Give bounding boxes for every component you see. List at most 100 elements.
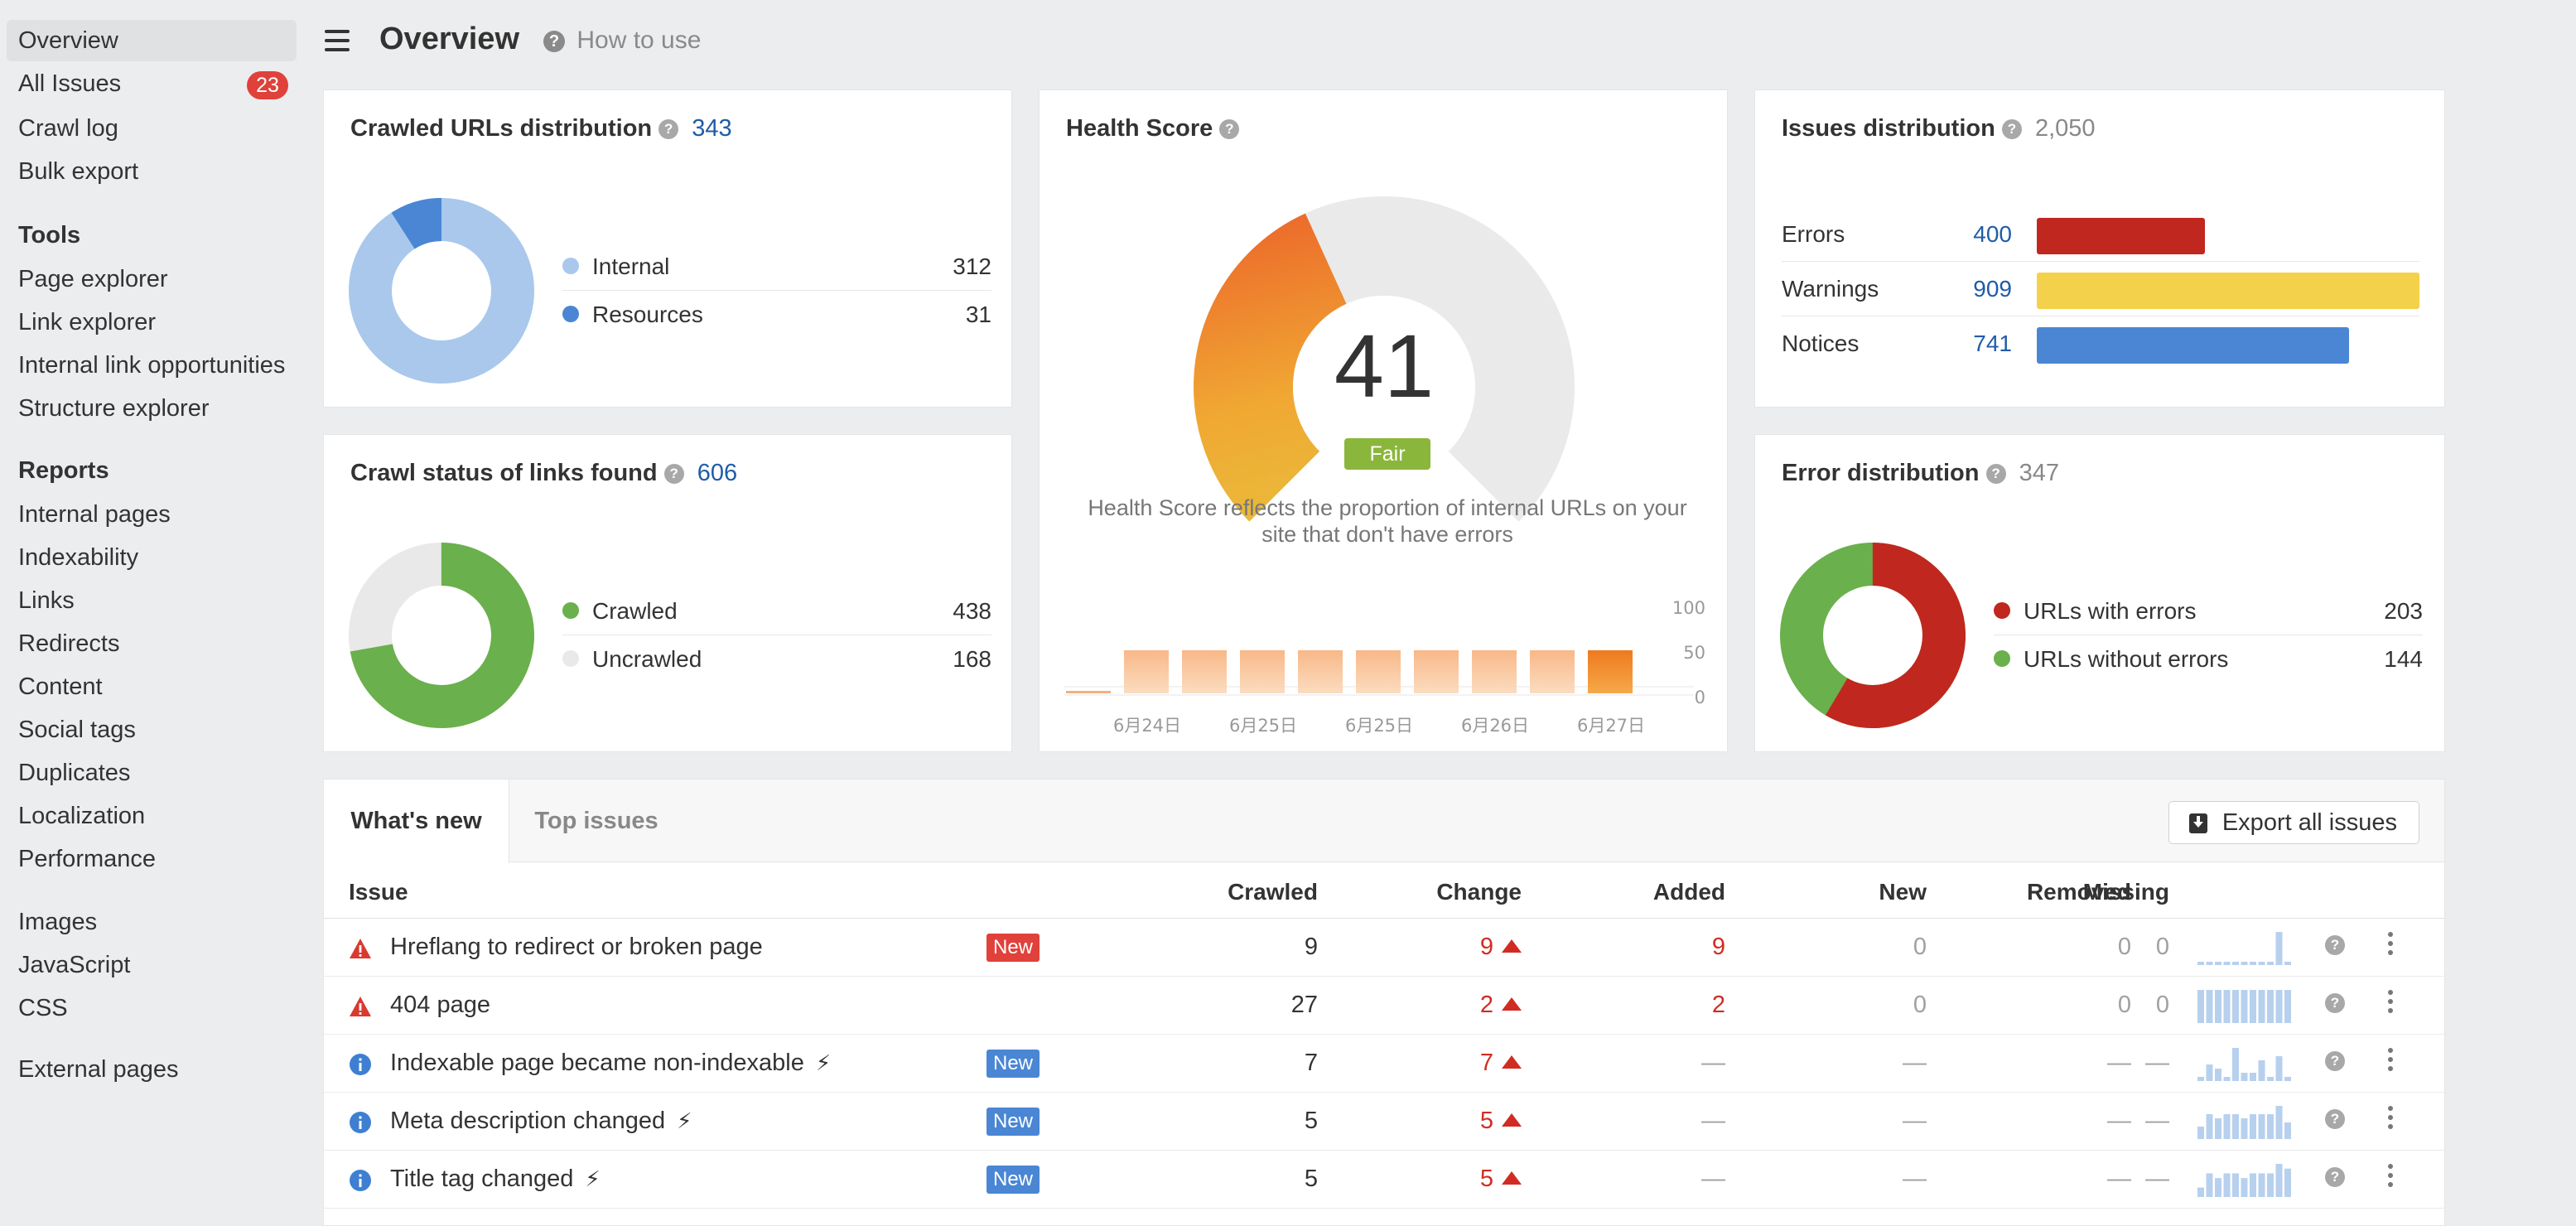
cell-removed[interactable]: — bbox=[2107, 1050, 2131, 1076]
table-row[interactable]: Indexable page became non-indexable ⚡︎ New… bbox=[324, 1035, 2444, 1093]
table-row[interactable]: Title tag changed ⚡︎ New 5 5 — — — —? bbox=[324, 1151, 2444, 1209]
sidebar-item-structure-explorer[interactable]: Structure explorer bbox=[18, 395, 210, 422]
sidebar-item-localization[interactable]: Localization bbox=[18, 803, 146, 829]
issue-type-count[interactable]: 909 bbox=[1973, 276, 2012, 302]
cell-change[interactable]: 2 bbox=[1318, 992, 1522, 1019]
sidebar-item-javascript[interactable]: JavaScript bbox=[18, 952, 131, 978]
legend-item-crawled[interactable]: Crawled 438 bbox=[562, 587, 991, 635]
issue-type-count[interactable]: 741 bbox=[1973, 331, 2012, 356]
cell-new[interactable]: 0 bbox=[1913, 934, 1927, 960]
column-header-issue[interactable]: Issue bbox=[349, 879, 408, 905]
cell-crawled[interactable]: 5 bbox=[1304, 1108, 1318, 1134]
more-options-icon[interactable] bbox=[2386, 1164, 2395, 1192]
issue-name[interactable]: Title tag changed ⚡︎ bbox=[390, 1166, 601, 1192]
sidebar-item-bulk-export[interactable]: Bulk export bbox=[18, 158, 139, 185]
legend-item-resources[interactable]: Resources 31 bbox=[562, 291, 991, 339]
cell-added[interactable]: — bbox=[1701, 1108, 1725, 1134]
sidebar-item-all-issues[interactable]: All Issues 23 bbox=[7, 63, 297, 104]
issue-type-count[interactable]: 400 bbox=[1973, 221, 2012, 247]
sidebar-item-link-explorer[interactable]: Link explorer bbox=[18, 309, 157, 335]
health-score-bar[interactable] bbox=[1356, 650, 1401, 693]
more-options-icon[interactable] bbox=[2386, 990, 2395, 1018]
cell-new[interactable]: — bbox=[1903, 1050, 1927, 1076]
health-score-bar[interactable] bbox=[1472, 650, 1517, 693]
cell-removed[interactable]: — bbox=[2107, 1108, 2131, 1134]
cell-added[interactable]: 9 bbox=[1711, 934, 1725, 960]
cell-change[interactable]: 9 bbox=[1318, 934, 1522, 961]
table-row[interactable]: Meta description changed ⚡︎ New 5 5 — — — —? bbox=[324, 1093, 2444, 1151]
more-options-icon[interactable] bbox=[2386, 1106, 2395, 1134]
cell-removed[interactable]: 0 bbox=[2117, 934, 2131, 960]
cell-missing[interactable]: 0 bbox=[2155, 992, 2169, 1018]
issues-dist-row-notices[interactable]: Notices 741 bbox=[1782, 317, 2419, 372]
health-score-bar[interactable] bbox=[1298, 650, 1343, 693]
sidebar-item-indexability[interactable]: Indexability bbox=[18, 544, 139, 571]
cell-crawled[interactable]: 27 bbox=[1290, 992, 1318, 1018]
more-options-icon[interactable] bbox=[2386, 1048, 2395, 1076]
sidebar-item-css[interactable]: CSS bbox=[18, 995, 68, 1021]
help-icon[interactable]: ? bbox=[2325, 1109, 2345, 1129]
issue-name[interactable]: Hreflang to redirect or broken page bbox=[390, 934, 763, 960]
cell-crawled[interactable]: 5 bbox=[1304, 1166, 1318, 1192]
column-header-new[interactable]: New bbox=[1879, 879, 1927, 905]
column-header-removed[interactable]: Removed bbox=[2026, 879, 2131, 905]
tab-top-issues[interactable]: Top issues bbox=[534, 808, 658, 834]
cell-added[interactable]: — bbox=[1701, 1050, 1725, 1076]
health-score-bar[interactable] bbox=[1588, 650, 1633, 693]
column-header-added[interactable]: Added bbox=[1652, 879, 1725, 905]
menu-icon[interactable] bbox=[325, 30, 350, 51]
sidebar-item-external-pages[interactable]: External pages bbox=[18, 1056, 179, 1083]
health-score-bar[interactable] bbox=[1240, 650, 1285, 693]
sidebar-item-content[interactable]: Content bbox=[18, 673, 103, 700]
cell-removed[interactable]: — bbox=[2107, 1166, 2131, 1192]
legend-item-urls-with-errors[interactable]: URLs with errors 203 bbox=[1994, 587, 2423, 635]
health-score-bar[interactable] bbox=[1530, 650, 1575, 693]
issue-name[interactable]: 404 page bbox=[390, 992, 490, 1018]
help-icon[interactable]: ? bbox=[2325, 935, 2345, 955]
cell-change[interactable]: 5 bbox=[1318, 1108, 1522, 1135]
column-header-missing[interactable]: Missing bbox=[2082, 879, 2169, 905]
cell-missing[interactable]: — bbox=[2145, 1166, 2169, 1192]
export-all-issues-button[interactable]: Export all issues bbox=[2168, 801, 2419, 844]
issue-name[interactable]: Indexable page became non-indexable ⚡︎ bbox=[390, 1050, 832, 1076]
cell-new[interactable]: — bbox=[1903, 1166, 1927, 1192]
cell-new[interactable]: — bbox=[1903, 1108, 1927, 1134]
cell-missing[interactable]: — bbox=[2145, 1108, 2169, 1134]
sidebar-item-overview[interactable]: Overview bbox=[7, 20, 297, 61]
cell-missing[interactable]: — bbox=[2145, 1050, 2169, 1076]
health-score-bar[interactable] bbox=[1124, 650, 1169, 693]
crawled-urls-count[interactable]: 343 bbox=[692, 115, 732, 142]
help-icon[interactable]: ? bbox=[1985, 464, 2006, 485]
cell-missing[interactable]: 0 bbox=[2155, 934, 2169, 960]
table-row[interactable]: 404 page 27 2 2 0 0 0? bbox=[324, 977, 2444, 1035]
help-icon[interactable]: ? bbox=[658, 119, 679, 140]
sidebar-item-links[interactable]: Links bbox=[18, 587, 75, 614]
cell-added[interactable]: — bbox=[1701, 1166, 1725, 1192]
sidebar-item-redirects[interactable]: Redirects bbox=[18, 630, 120, 657]
help-icon[interactable]: ? bbox=[2001, 119, 2022, 140]
issues-dist-row-errors[interactable]: Errors 400 bbox=[1782, 208, 2419, 263]
help-icon[interactable]: ? bbox=[663, 464, 684, 485]
legend-item-internal[interactable]: Internal 312 bbox=[562, 243, 991, 291]
health-score-bar[interactable] bbox=[1182, 650, 1227, 693]
cell-new[interactable]: 0 bbox=[1913, 992, 1927, 1018]
help-icon[interactable]: ? bbox=[2325, 1051, 2345, 1071]
more-options-icon[interactable] bbox=[2386, 932, 2395, 960]
help-icon[interactable]: ? bbox=[2325, 1167, 2345, 1187]
sidebar-item-social-tags[interactable]: Social tags bbox=[18, 717, 136, 743]
column-header-change[interactable]: Change bbox=[1436, 879, 1522, 905]
column-header-crawled[interactable]: Crawled bbox=[1228, 879, 1318, 905]
cell-change[interactable]: 5 bbox=[1318, 1166, 1522, 1193]
how-to-use-link[interactable]: ? How to use bbox=[543, 27, 701, 55]
crawl-status-count[interactable]: 606 bbox=[697, 460, 738, 486]
health-score-bar[interactable] bbox=[1414, 650, 1459, 693]
cell-crawled[interactable]: 9 bbox=[1304, 934, 1318, 960]
tab-whats-new[interactable]: What's new bbox=[324, 780, 509, 863]
help-icon[interactable]: ? bbox=[1219, 119, 1240, 140]
sidebar-item-performance[interactable]: Performance bbox=[18, 846, 157, 872]
issue-name[interactable]: Meta description changed ⚡︎ bbox=[390, 1108, 692, 1134]
sidebar-item-duplicates[interactable]: Duplicates bbox=[18, 760, 131, 786]
legend-item-urls-without-errors[interactable]: URLs without errors 144 bbox=[1994, 635, 2423, 683]
legend-item-uncrawled[interactable]: Uncrawled 168 bbox=[562, 635, 991, 683]
sidebar-item-page-explorer[interactable]: Page explorer bbox=[18, 266, 168, 292]
